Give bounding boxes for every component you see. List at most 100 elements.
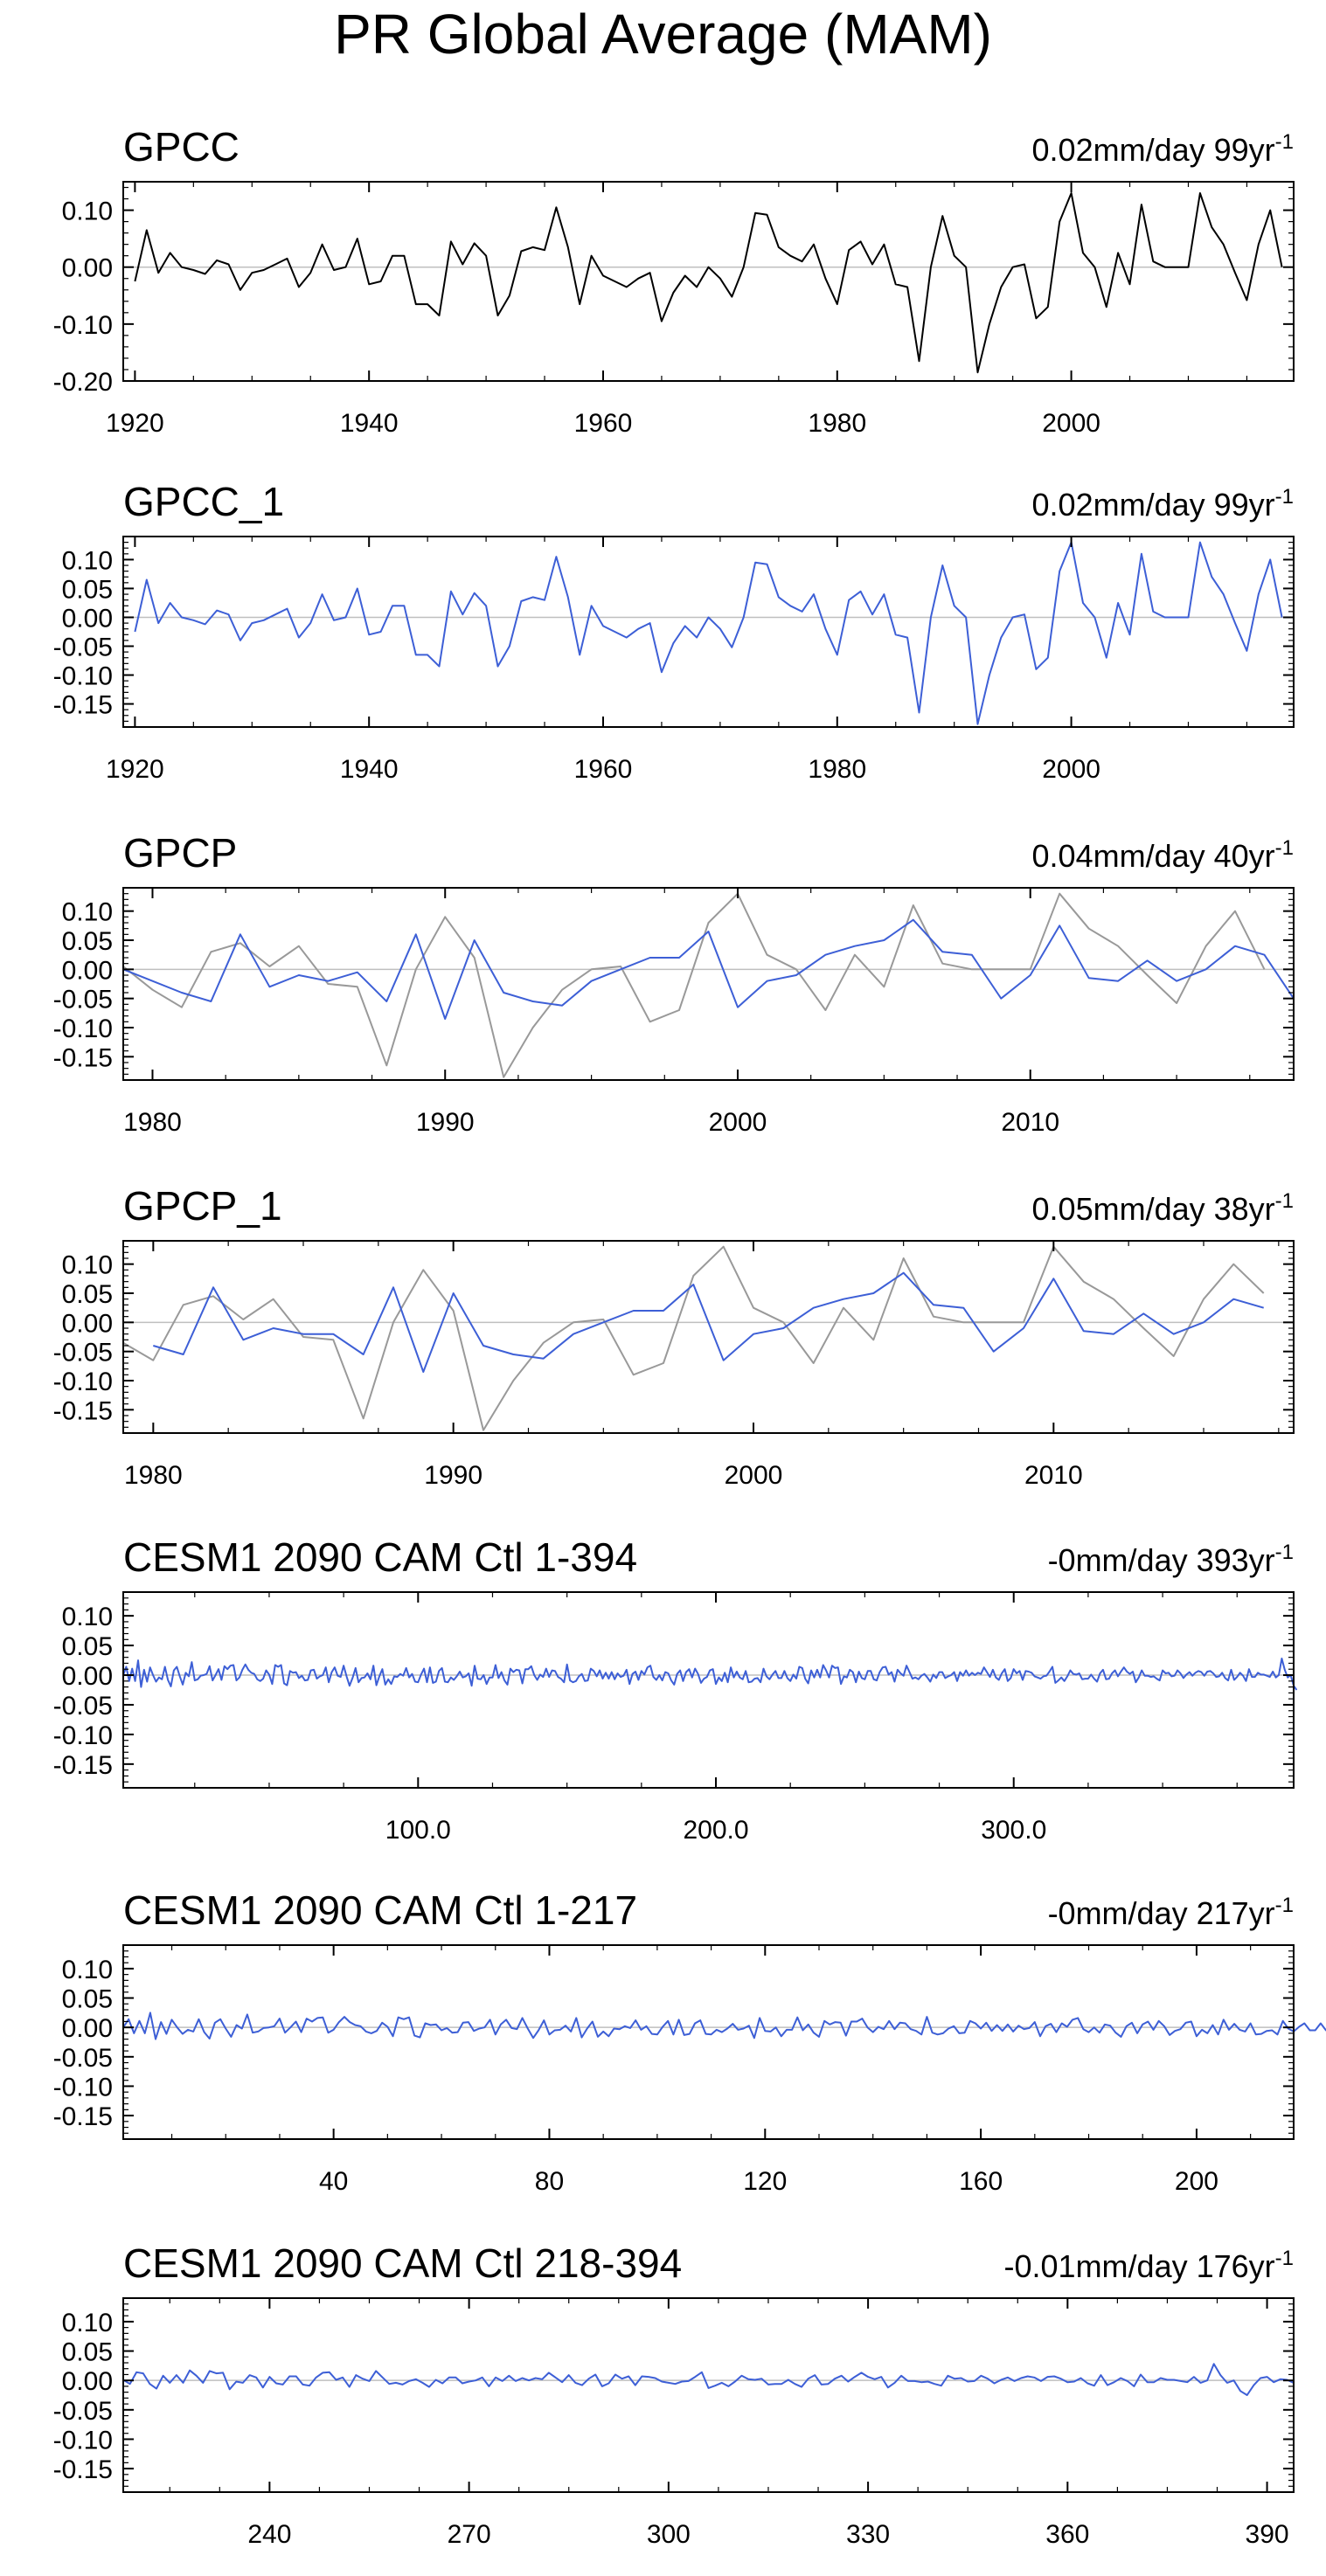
ytick-label: 0.10 [62,1603,113,1631]
ytick-label: 0.00 [62,604,113,633]
trend-value: 0.05mm/day 38yr [1032,1191,1275,1227]
ytick-label: 0.05 [62,1280,113,1309]
ytick-label: -0.10 [53,1721,113,1750]
ytick-label: 0.00 [62,2014,113,2043]
trend-label: -0mm/day 393yr-1 [1048,1541,1294,1578]
ytick-label: 0.10 [62,546,113,575]
trend-value: 0.02mm/day 99yr [1032,132,1275,168]
xtick-label: 1990 [416,1108,475,1137]
panel-cesm1-218-394: CESM1 2090 CAM Ctl 218-394 -0.01mm/day 17… [53,2240,1295,2549]
ytick-label: 0.10 [62,1251,113,1280]
ytick-label: 0.10 [62,898,113,927]
xtick-label: 360 [1045,2520,1089,2549]
ytick-label: 0.00 [62,254,113,283]
ytick-label: -0.15 [53,1396,113,1425]
plot-frame [122,1591,1295,1789]
panel-cesm1-1-217: CESM1 2090 CAM Ctl 1-217 -0mm/day 217yr-1… [53,1887,1326,2196]
xtick-label: 200.0 [683,1816,748,1845]
ytick-label: 0.05 [62,927,113,956]
ytick-label: 0.10 [62,2309,113,2337]
trend-label: -0.01mm/day 176yr-1 [1004,2247,1294,2284]
xtick-label: 1980 [808,755,866,784]
series-line-reference [122,1245,1265,1431]
ytick-label: -0.05 [53,2044,113,2073]
ytick-label: -0.10 [53,1014,113,1043]
xtick-label: 200 [1175,2167,1218,2196]
ytick-label: -0.05 [53,2397,113,2426]
ytick-label: -0.05 [53,1339,113,1368]
ytick-label: 0.00 [62,1309,113,1338]
ytick-label: -0.10 [53,2073,113,2102]
xtick-label: 1990 [424,1461,482,1490]
xtick-label: 1980 [123,1108,182,1137]
xtick-label: 2010 [1024,1461,1083,1490]
ytick-label: -0.05 [53,634,113,662]
series-line-main [134,192,1283,374]
plot-frame [122,887,1295,1081]
xtick-label: 2010 [1001,1108,1059,1137]
ytick-label: 0.05 [62,575,113,604]
trend-exponent: -1 [1275,1894,1294,1917]
xtick-label: 2000 [1042,755,1100,784]
trend-value: -0mm/day 217yr [1048,1895,1275,1931]
ytick-label: -0.15 [53,2455,113,2484]
series-line-main [122,1658,1298,1691]
xtick-label: 1940 [340,409,399,438]
ytick-label: -0.10 [53,311,113,340]
panel-gpcc-1: GPCC_1 0.02mm/day 99yr-1 0.100.050.00-0.05… [53,479,1295,784]
panel-title: GPCP [123,830,237,876]
ytick-label: -0.10 [53,1368,113,1396]
plot-frame [122,1240,1295,1434]
plot-frame [122,536,1295,728]
xtick-label: 40 [319,2167,348,2196]
plot-frame [122,181,1295,382]
xtick-label: 2000 [709,1108,767,1137]
trend-value: 0.04mm/day 40yr [1032,838,1275,874]
xtick-label: 160 [959,2167,1003,2196]
series-line-main [122,2363,1295,2396]
xtick-label: 2000 [1042,409,1100,438]
trend-exponent: -1 [1275,836,1294,860]
ytick-label: 0.05 [62,1985,113,2014]
ytick-label: -0.20 [53,368,113,397]
series-line-reference [122,892,1266,1078]
panel-title: CESM1 2090 CAM Ctl 218-394 [123,2240,682,2286]
trend-value: -0mm/day 393yr [1048,1542,1275,1578]
panel-title: GPCP_1 [123,1183,282,1229]
xtick-label: 1960 [574,755,633,784]
trend-label: 0.02mm/day 99yr-1 [1032,130,1294,168]
xtick-label: 300 [647,2520,691,2549]
series-line-main [134,541,1283,725]
series-line-main [122,2012,1326,2040]
trend-label: 0.05mm/day 38yr-1 [1032,1189,1294,1227]
plot-frame [122,1944,1295,2140]
xtick-label: 1920 [106,755,164,784]
figure-title: PR Global Average (MAM) [334,3,992,66]
plot-frame [122,2297,1295,2493]
ytick-label: 0.00 [62,2367,113,2396]
xtick-label: 240 [247,2520,291,2549]
ytick-label: 0.00 [62,956,113,985]
trend-exponent: -1 [1275,485,1294,509]
xtick-label: 1980 [808,409,866,438]
trend-exponent: -1 [1275,2247,1294,2270]
xtick-label: 330 [846,2520,890,2549]
panel-title: CESM1 2090 CAM Ctl 1-394 [123,1534,637,1580]
trend-value: 0.02mm/day 99yr [1032,487,1275,523]
panel-gpcp: GPCP 0.04mm/day 40yr-10.100.050.00-0.05-0… [53,830,1295,1137]
xtick-label: 1940 [340,755,399,784]
xtick-label: 1960 [574,409,633,438]
trend-label: 0.02mm/day 99yr-1 [1032,485,1294,523]
xtick-label: 1920 [106,409,164,438]
panel-gpcc: GPCC 0.02mm/day 99yr-1 0.10 0.00 -0.10 -0.20 1… [53,124,1295,438]
series-line-main [153,1271,1264,1373]
trend-exponent: -1 [1275,130,1294,154]
trend-exponent: -1 [1275,1541,1294,1564]
ytick-label: -0.05 [53,1692,113,1721]
ytick-label: -0.15 [53,691,113,720]
trend-label: 0.04mm/day 40yr-1 [1032,836,1294,874]
xtick-label: 390 [1246,2520,1289,2549]
xtick-label: 300.0 [981,1816,1046,1845]
xtick-label: 270 [448,2520,491,2549]
ytick-label: 0.00 [62,1662,113,1691]
